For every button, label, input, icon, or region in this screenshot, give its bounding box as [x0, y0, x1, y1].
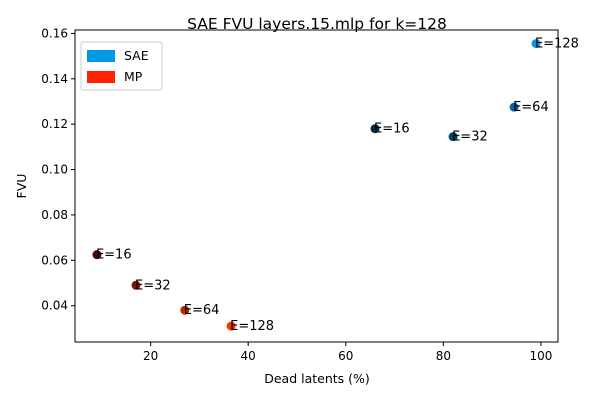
axis-ticks: 20 40 60 80 100 0.04 0.06 0.08 0.10 0.12 0.14 0.16: [41, 26, 552, 363]
plot-frame: [74, 29, 559, 343]
scatter-point-sae: [531, 39, 541, 49]
point-label-sae: E=16: [374, 122, 410, 137]
scatter-point-sae: [448, 132, 458, 142]
point-label-mp: E=64: [184, 303, 220, 318]
y-tick-label: 0.12: [41, 117, 68, 131]
x-tick-label: 20: [143, 349, 158, 363]
point-label-sae: E=32: [452, 130, 488, 145]
scatter-point-mp: [226, 321, 236, 331]
scatter-point-sae: [509, 102, 519, 112]
legend-label-sae: SAE: [124, 48, 149, 63]
y-tick-label: 0.04: [41, 299, 68, 313]
y-tick-label: 0.08: [41, 208, 68, 222]
y-tick-label: 0.06: [41, 253, 68, 267]
legend: SAE MP: [80, 41, 163, 91]
data-points: [92, 39, 541, 331]
x-tick-label: 40: [241, 349, 256, 363]
legend-swatch-sae: [87, 50, 115, 62]
scatter-point-mp: [131, 280, 141, 290]
y-tick-label: 0.10: [41, 163, 68, 177]
x-tick-label: 100: [529, 349, 552, 363]
y-axis-title: FVU: [14, 174, 29, 199]
chart-title: SAE FVU layers.15.mlp for k=128: [187, 15, 447, 33]
legend-label-mp: MP: [124, 69, 143, 84]
point-label-mp: E=32: [135, 278, 171, 293]
x-tick-label: 80: [436, 349, 451, 363]
y-tick-label: 0.14: [41, 72, 68, 86]
point-label-sae: E=64: [513, 100, 549, 115]
x-axis-title: Dead latents (%): [264, 371, 370, 386]
legend-swatch-mp: [87, 71, 115, 83]
point-label-mp: E=128: [230, 319, 274, 334]
scatter-point-mp: [92, 250, 102, 260]
scatter-point-mp: [180, 305, 190, 315]
point-label-mp: E=16: [96, 248, 132, 263]
point-label-sae: E=128: [535, 37, 579, 52]
y-tick-label: 0.16: [41, 26, 68, 40]
scatter-point-sae: [370, 124, 380, 134]
x-tick-label: 60: [338, 349, 353, 363]
